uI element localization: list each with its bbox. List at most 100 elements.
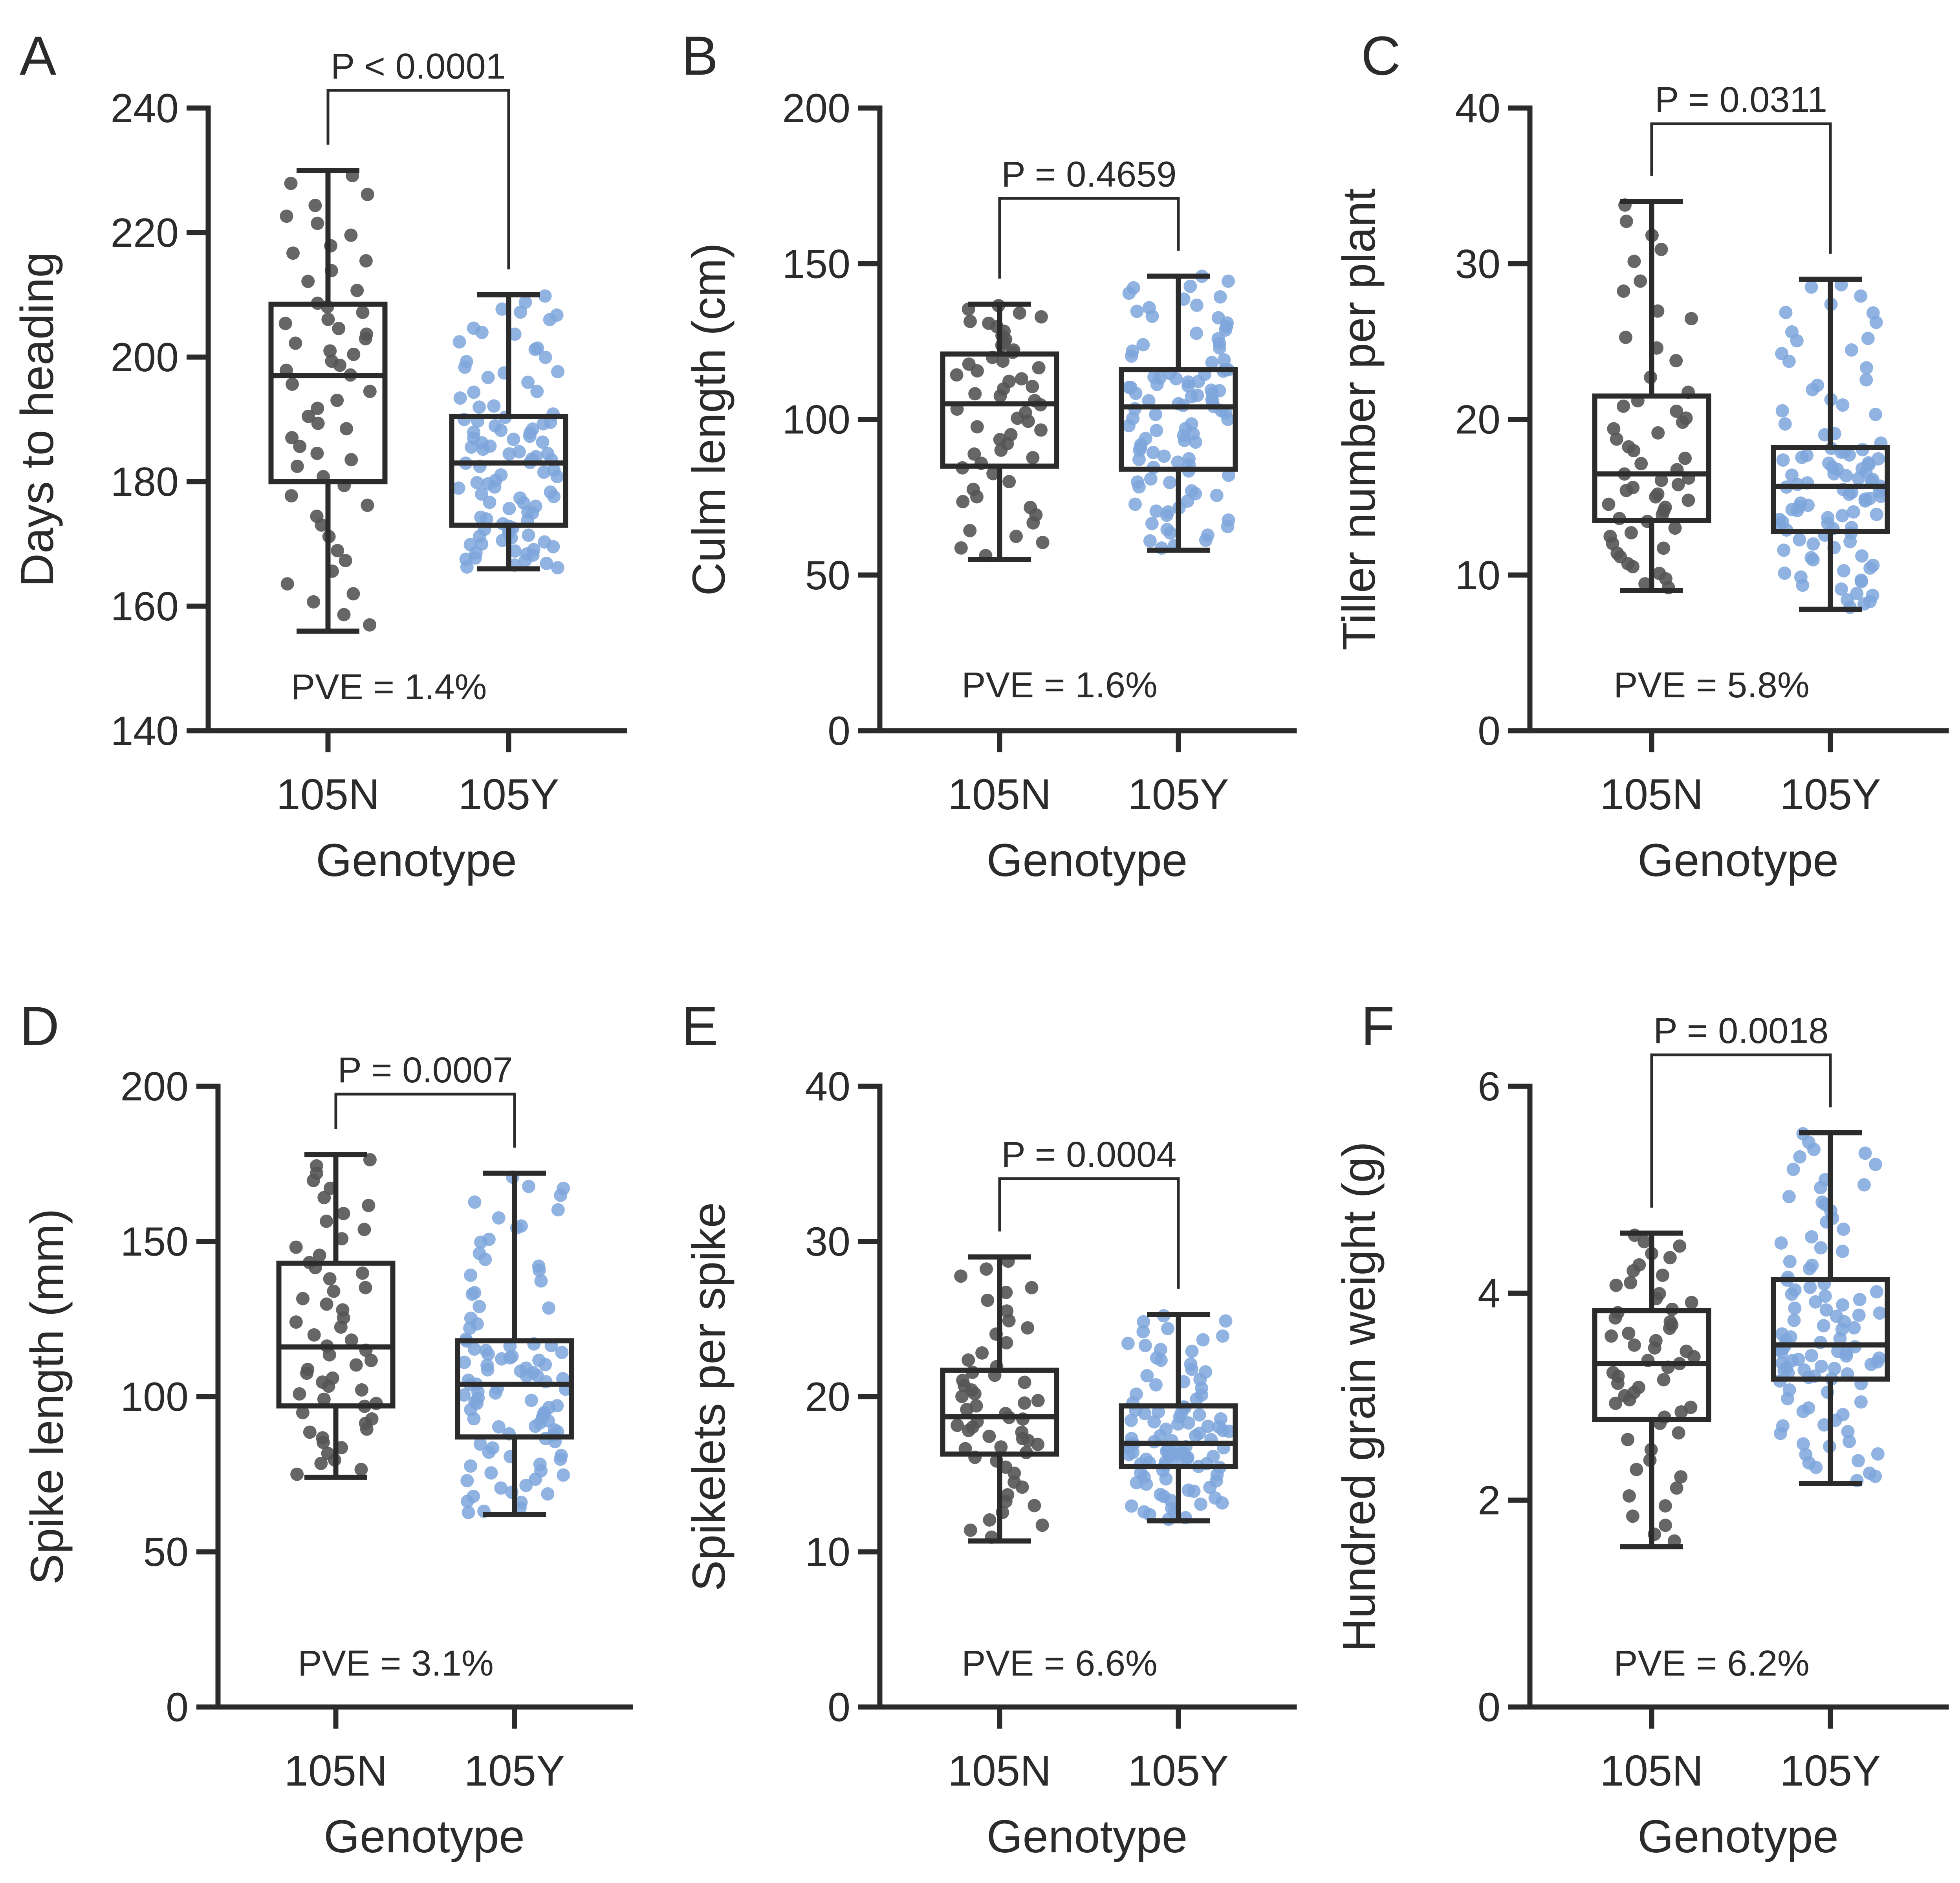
boxplot-105Y [1771,1130,1890,1486]
data-point [1617,284,1630,298]
data-point [541,1487,555,1501]
data-point [1670,404,1683,418]
data-point [1652,567,1666,580]
data-point [350,284,364,297]
data-point [347,347,361,361]
data-point [1216,1329,1229,1343]
panel-b: B 0 50 100 150 200 105N 105Y Genotype Culm length… [681,25,1297,886]
data-point [323,344,337,358]
iqr-box [1771,445,1890,534]
data-point [1182,452,1196,466]
y-tick-label: 0 [828,708,850,754]
data-point [464,1459,478,1473]
data-point [955,1390,969,1403]
p-value-label: P = 0.0007 [338,1050,513,1090]
data-point [1624,1276,1638,1289]
data-point [532,1259,546,1273]
data-point [337,1206,350,1220]
data-point [1794,570,1808,584]
data-point [1786,1162,1800,1176]
data-point [1658,501,1672,514]
data-point [310,446,324,460]
data-point [468,1286,482,1300]
boxplot-105Y [455,1170,574,1517]
data-point [1871,1447,1885,1461]
data-point [1018,1375,1031,1389]
data-point [1685,1296,1698,1309]
y-tick-label: 2 [1478,1478,1500,1523]
panel-f: F 0 2 4 6 105N 105Y Genotype Hundred grain weigh… [1333,995,1949,1863]
data-point [1630,1463,1643,1476]
data-point [1190,298,1203,312]
data-point [1794,496,1808,510]
data-point [1841,593,1854,607]
data-point [310,510,324,523]
data-point [1817,1418,1831,1432]
data-point [1837,564,1850,578]
data-point [529,450,543,464]
data-point [1606,1366,1620,1380]
data-point [1793,533,1806,546]
data-point [1125,1499,1138,1513]
data-point [337,608,351,622]
y-tick-label: 20 [805,1374,850,1420]
data-point [1018,1396,1031,1410]
data-point [1679,411,1693,425]
iqr-box [1771,1277,1890,1382]
data-point [1654,242,1668,256]
data-point [956,1373,970,1387]
data-point [1013,306,1026,320]
data-point [1219,1314,1233,1328]
data-point [1804,1349,1818,1362]
data-point [1025,1281,1039,1294]
data-point [473,1437,487,1451]
panel-c: C 0 10 20 30 40 105N 105Y Genotype Tiller number … [1333,25,1949,886]
data-point [495,302,509,316]
data-point [473,400,486,414]
boxplot-105N [940,301,1059,562]
data-point [1819,1303,1833,1317]
data-point [357,1223,371,1236]
data-point [1624,526,1638,540]
data-point [462,1505,475,1519]
data-point [508,327,522,341]
data-point [289,1240,303,1254]
data-point [1018,406,1032,420]
data-point [1610,432,1623,446]
data-point [526,422,540,436]
p-value-label: P = 0.0018 [1654,1011,1829,1051]
data-point [1654,473,1668,487]
data-point [359,1281,372,1294]
data-point [321,1447,335,1460]
data-point [1785,325,1799,339]
data-point [554,1448,568,1462]
data-point [537,465,551,479]
data-point [534,1274,548,1288]
data-point [1797,1363,1811,1377]
data-point [1154,1488,1167,1502]
data-point [1004,428,1018,442]
data-point [1192,1408,1206,1422]
data-point [492,1211,506,1225]
panel-letter: C [1361,25,1401,86]
x-tick-label: 105Y [1128,1747,1229,1795]
data-point [1137,1315,1150,1329]
data-point [1663,1315,1677,1329]
data-point [1788,1301,1802,1315]
data-point [1021,1321,1035,1335]
data-point [1171,455,1185,469]
data-point [1622,1489,1636,1503]
y-tick-label: 100 [120,1374,189,1420]
data-point [1028,1499,1041,1513]
data-point [1656,1269,1669,1282]
data-point [1190,326,1203,340]
data-point [301,1362,315,1376]
data-point [1622,440,1636,454]
data-point [1851,1454,1865,1468]
data-point [1841,1425,1855,1439]
pve-label: PVE = 3.1% [298,1643,494,1683]
data-point [356,306,370,319]
data-point [1805,1230,1819,1244]
y-axis-title: Days to heading [11,252,63,587]
data-point [1157,449,1171,463]
